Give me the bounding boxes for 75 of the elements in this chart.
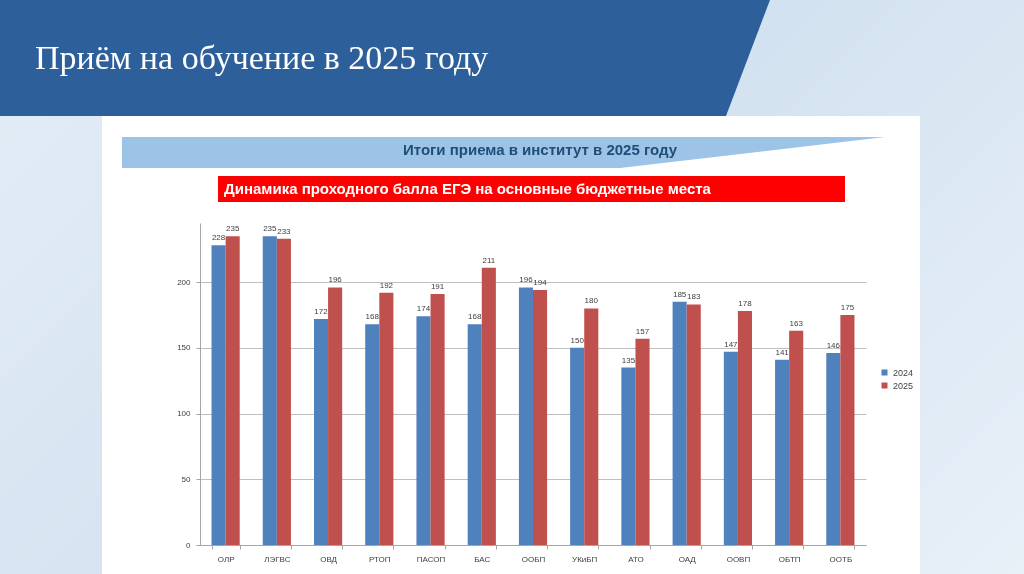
bar [225,236,240,545]
data-label: 163 [789,318,804,328]
bar [826,353,841,545]
data-label: 178 [738,299,753,309]
data-label: 185 [672,289,687,299]
bar [723,351,738,545]
x-tick-label: ЛЭГВС [264,554,291,564]
data-label: 168 [468,312,482,322]
x-tick-label: ОАД [678,554,697,564]
data-label: 168 [365,312,380,322]
bar [328,287,343,545]
bar [840,315,855,545]
bar [518,287,533,545]
data-label: 191 [430,281,445,291]
x-tick-label: БАС [474,554,491,564]
legend-label: 2024 [893,367,914,378]
chart-title: Приём на обучение в 2025 году [35,38,489,78]
x-tick-label: РТОП [369,554,391,564]
data-label: 235 [263,224,278,234]
bar [211,245,226,545]
x-tick-label: ОВД [320,554,338,564]
data-label: 228 [211,233,226,243]
data-label: 183 [687,292,701,302]
data-label: 192 [379,280,394,290]
x-tick-label: ООБП [521,554,546,564]
bar [365,324,380,545]
bar [635,338,650,545]
bar [775,359,790,545]
data-label: 150 [570,335,585,345]
bar [672,301,687,545]
data-label: 172 [314,306,329,316]
data-label: 135 [621,355,636,365]
chart-subtitle: Итоги приема в институт в 2025 году [401,141,679,159]
bar [313,318,329,545]
bar [570,347,585,545]
x-tick-label: ОБТП [778,554,801,564]
data-label: 157 [635,326,650,336]
data-label: 180 [584,296,599,306]
bar [533,290,548,545]
bar [621,367,636,545]
bar [584,308,599,545]
bar [262,236,277,545]
data-label: 141 [775,347,790,357]
data-label: 211 [482,255,496,265]
bar [737,311,753,545]
bar [481,267,496,545]
legend-label: 2025 [893,380,914,391]
x-tick-label: УКиБП [572,554,598,564]
y-tick-label: 50 [181,474,192,484]
data-label: 196 [328,275,343,285]
data-label: 196 [519,275,534,285]
y-tick-label: 200 [177,277,192,287]
data-label: 233 [277,226,292,236]
bar [686,304,701,545]
bar [276,238,291,545]
data-label: 194 [533,278,548,288]
data-label: 175 [840,303,855,312]
data-label: 174 [416,304,431,314]
x-tick-label: ПАСОП [416,554,446,564]
y-tick-label: 150 [177,343,192,353]
x-tick-label: ООВП [726,554,751,564]
bar [789,330,804,545]
bar [430,293,445,545]
bar [416,316,431,545]
y-tick-label: 100 [177,409,192,419]
x-tick-label: ОЛР [217,554,235,564]
bar [467,324,482,545]
x-tick-label: АТО [628,554,644,564]
text: Динамика проходного балла ЕГЭ на основные бюджетные места [224,180,711,198]
y-tick-label: 0 [186,540,192,550]
data-label: 146 [826,341,841,351]
data-label: 147 [724,339,739,349]
data-label: 235 [225,224,240,234]
x-tick-label: ООТБ [829,554,853,564]
bar [379,292,394,545]
